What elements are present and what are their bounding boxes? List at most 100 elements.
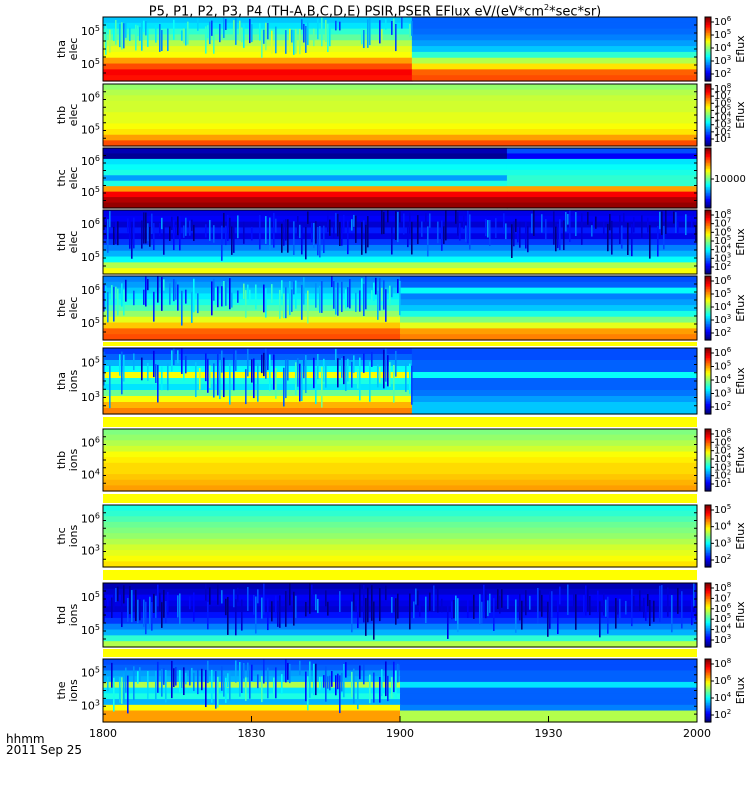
colorbar-segment [705,385,711,389]
flux-streak [399,280,401,316]
flux-streak [463,211,465,229]
flux-streak [265,216,267,244]
flux-streak [673,211,675,224]
colorbar-segment [705,444,711,447]
flux-streak [467,598,469,618]
flux-streak [379,278,381,311]
colorbar-segment [705,277,711,280]
energy-band [103,659,401,666]
flux-streak [603,592,605,616]
flux-streak [371,351,373,367]
energy-band [411,348,697,355]
flux-streak [459,223,461,241]
flux-streak [305,671,307,702]
y-tick-label: 106 [81,154,100,168]
colorbar-segment [705,364,711,367]
colorbar-segment [705,610,711,613]
flux-streak [297,358,299,387]
colorbar-segment [705,563,711,567]
flux-streak [121,593,123,628]
flux-streak [325,19,327,42]
colorbar-segment [705,639,711,642]
flux-streak [251,24,253,43]
energy-band [103,22,413,30]
colorbar-segment [705,324,711,327]
flux-streak [157,276,159,303]
colorbar-segment [705,44,711,47]
y-tick-label: 105 [81,24,100,38]
colorbar-segment [705,515,711,518]
flux-streak [351,671,353,698]
flux-streak [281,280,283,297]
energy-band [103,704,401,712]
flux-streak [119,677,121,703]
flux-streak [111,285,113,302]
colorbar-segment [705,74,711,77]
flux-streak [293,591,295,626]
flux-streak [355,215,357,243]
flux-streak [591,225,593,237]
colorbar-segment [705,583,711,586]
flux-streak [633,595,635,612]
flux-streak [301,225,303,255]
colorbar-segment [705,132,711,135]
flux-streak [573,594,575,609]
flux-streak [557,223,559,249]
colorbar-segment [705,210,711,213]
flux-streak [405,362,407,392]
energy-band [411,390,697,397]
flux-streak [407,226,409,248]
flux-streak [103,284,105,312]
colorbar-segment [705,529,711,532]
colorbar-segment [705,712,711,715]
colorbar-segment [705,486,711,489]
flux-streak [581,213,583,245]
energy-band [400,687,697,694]
flux-streak [685,214,687,236]
colorbar-segment [705,292,711,295]
flux-streak [259,215,261,250]
colorbar-segment [705,304,711,307]
energy-band [103,221,698,229]
flux-streak [269,354,271,391]
flux-streak [167,591,169,615]
flux-streak [157,364,159,403]
flux-streak [263,284,265,313]
flux-streak [189,220,191,236]
flux-streak [373,672,375,703]
flux-streak [171,660,173,699]
colorbar-segment [705,308,711,311]
colorbar-segment [705,453,711,456]
energy-band [103,462,698,470]
flux-streak [287,359,289,381]
colorbar-segment [705,522,711,525]
flux-streak [387,675,389,702]
colorbar-segment [705,269,711,272]
flux-streak [409,593,411,630]
colorbar-segment [705,125,711,128]
colorbar-tick-label: 106 [714,674,732,687]
flux-streak [161,602,163,628]
flux-streak [243,283,245,299]
flux-streak [585,585,587,616]
colorbar-segment [705,438,711,441]
plot-title-text: P5, P1, P2, P3, P4 (TH-A,B,C,D,E) PSIR,P… [148,4,545,20]
flux-streak [641,215,643,238]
flux-streak [285,659,287,683]
colorbar-segment [705,559,711,562]
flux-streak [631,224,633,257]
flux-streak [333,224,335,239]
energy-band [103,606,698,613]
energy-band [411,63,697,70]
flux-streak [157,584,159,607]
flux-streak [281,674,283,695]
flux-streak [395,598,397,625]
flux-streak [207,25,209,39]
energy-band [103,34,413,41]
flux-streak [297,216,299,237]
flux-streak [327,676,329,689]
colorbar-segment [705,640,711,643]
colorbar-segment [705,589,711,592]
flux-streak [111,662,113,688]
